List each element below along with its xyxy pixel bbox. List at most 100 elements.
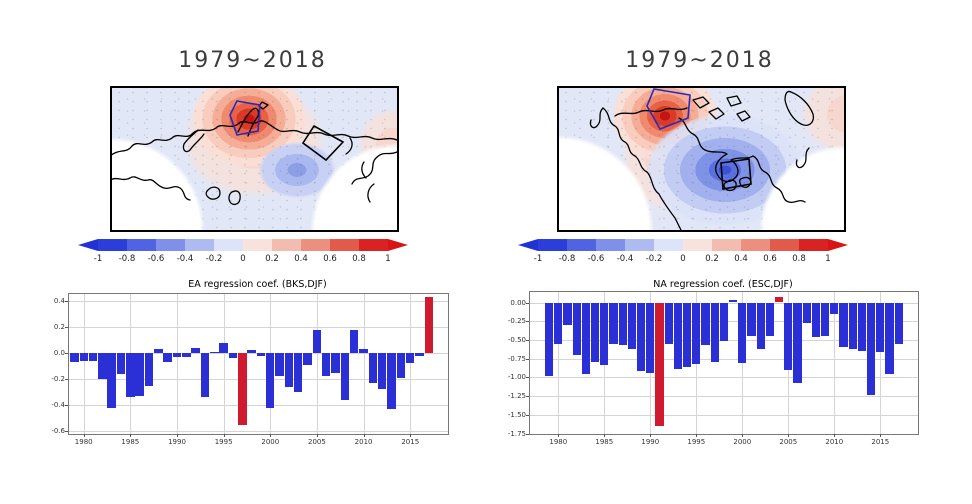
- colorbar-segment: [214, 239, 243, 251]
- bar-1997: [238, 353, 247, 425]
- bar-1979: [70, 353, 79, 363]
- bar-2006: [322, 353, 331, 377]
- bar-2017: [424, 297, 434, 353]
- bar-1985: [126, 353, 135, 398]
- x-tick-mark: [834, 434, 836, 437]
- y-tick-mark: [526, 414, 529, 416]
- x-tick-label: 1980: [74, 438, 93, 446]
- colorbar-segment: [741, 239, 770, 251]
- x-tick-mark: [316, 434, 318, 437]
- y-tick-mark: [65, 405, 68, 406]
- bar-1993: [200, 353, 210, 398]
- bar-2008: [811, 302, 821, 337]
- gridline-horizontal: [530, 358, 918, 360]
- colorbar-right-arrow-icon: [828, 239, 848, 251]
- colorbar-tick-label: 0.6: [763, 254, 777, 264]
- colorbar-tick-label: 0.2: [265, 254, 279, 264]
- x-tick-label: 1995: [214, 438, 233, 446]
- colorbar-tick-label: 0.6: [323, 254, 337, 264]
- bar-1981: [563, 302, 572, 325]
- left-map-title: 1979~2018: [178, 48, 327, 73]
- bar-2002: [284, 353, 294, 387]
- gridline-horizontal: [530, 377, 918, 379]
- na-study-region-box: [720, 158, 752, 190]
- bar-2009: [350, 329, 359, 353]
- colorbar-segment: [156, 239, 185, 251]
- bar-2000: [266, 353, 275, 408]
- colorbar-tick-label: 0: [240, 254, 246, 264]
- colorbar-segment: [185, 239, 214, 251]
- x-tick-label: 2010: [354, 438, 373, 446]
- colorbar-tick-label: -0.6: [587, 254, 605, 264]
- colorbar-tick-label: 0.4: [294, 254, 308, 264]
- bar-1989: [636, 302, 646, 372]
- gridline-horizontal: [69, 379, 448, 380]
- bar-2013: [857, 302, 867, 352]
- y-tick-mark: [65, 301, 68, 302]
- bar-1986: [135, 353, 144, 396]
- gridline-horizontal: [69, 405, 448, 406]
- bar-2011: [368, 353, 378, 383]
- bar-1979: [544, 302, 554, 376]
- colorbar-segment: [683, 239, 712, 251]
- colorbar-segment: [625, 239, 654, 251]
- colorbar-segment: [799, 239, 828, 251]
- y-tick-mark: [526, 339, 529, 341]
- bar-1995: [219, 342, 228, 353]
- y-tick-label: -1.00: [507, 373, 526, 382]
- bar-1982: [98, 353, 107, 379]
- gridline-vertical: [880, 292, 882, 434]
- bar-1998: [719, 302, 729, 341]
- right-colorbar: -1 -0.8 -0.6 -0.4 -0.2 0 0.2 0.4 0.6 0.8 1: [518, 239, 848, 269]
- bar-1983: [581, 302, 591, 374]
- colorbar-segment: [770, 239, 799, 251]
- bar-2011: [839, 302, 848, 347]
- y-tick-label: -1.75: [507, 429, 526, 438]
- colorbar-segment: [596, 239, 625, 251]
- bar-2017: [894, 302, 903, 344]
- x-tick-mark: [880, 434, 882, 437]
- colorbar-segment: [359, 239, 388, 251]
- x-tick-label: 2000: [261, 438, 280, 446]
- gridline-vertical: [558, 292, 560, 434]
- ea-chart-title: EA regression coef. (BKS,DJF): [188, 279, 327, 290]
- north-america-coastline-svg: [589, 88, 815, 230]
- x-tick-label: 2015: [401, 438, 420, 446]
- bar-2016: [885, 302, 894, 374]
- colorbar-left-arrow-icon: [78, 239, 98, 251]
- x-tick-mark: [130, 434, 132, 437]
- y-tick-label: 0.2: [53, 323, 65, 331]
- coastline: [112, 101, 397, 206]
- bar-2004: [774, 297, 784, 303]
- bar-2016: [415, 353, 424, 356]
- gridline-vertical: [177, 294, 178, 434]
- gridline-horizontal: [530, 396, 918, 398]
- bar-2003: [765, 302, 775, 337]
- colorbar-tick-label: -0.4: [176, 254, 194, 264]
- x-tick-mark: [696, 434, 698, 437]
- x-tick-mark: [270, 434, 272, 437]
- x-tick-label: 2010: [825, 438, 844, 446]
- colorbar-tick-label: 0.8: [352, 254, 366, 264]
- colorbar-tick-label: -0.2: [205, 254, 223, 264]
- colorbar-tick-label: -0.2: [645, 254, 663, 264]
- ea-bar-chart: 0.4 0.2 0.0 -0.2 -0.4 -0.6 1980 1985 1990 1995 200…: [51, 293, 449, 446]
- gridline-horizontal: [69, 431, 448, 432]
- y-tick-label: -1.25: [507, 392, 526, 401]
- bar-2013: [387, 353, 396, 409]
- bar-1996: [701, 302, 710, 346]
- bar-2006: [793, 302, 802, 384]
- colorbar-segment: [243, 239, 272, 251]
- colorbar-left-arrow-icon: [518, 239, 538, 251]
- x-tick-mark: [410, 434, 412, 437]
- bar-1988: [627, 302, 637, 349]
- x-tick-mark: [83, 434, 85, 437]
- x-tick-label: 1990: [168, 438, 186, 446]
- bar-2001: [747, 302, 756, 337]
- y-tick-label: 0.4: [53, 297, 65, 305]
- x-tick-label: 2005: [779, 438, 798, 446]
- colorbar-tick-label: 0.2: [705, 254, 719, 264]
- bar-1985: [600, 302, 609, 365]
- x-tick-mark: [788, 434, 790, 437]
- bar-2010: [359, 349, 368, 353]
